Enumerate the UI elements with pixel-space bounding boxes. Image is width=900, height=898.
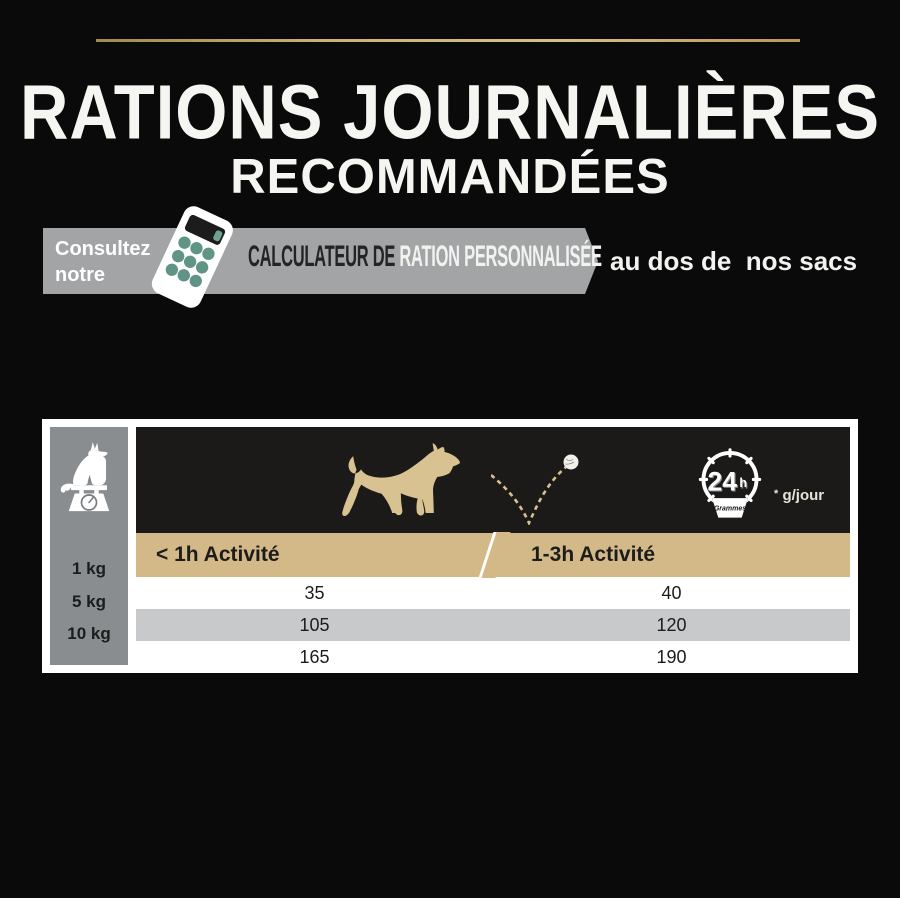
svg-text:h: h xyxy=(739,476,747,490)
svg-text:24: 24 xyxy=(707,466,737,496)
svg-text:Grammes: Grammes xyxy=(714,506,746,513)
